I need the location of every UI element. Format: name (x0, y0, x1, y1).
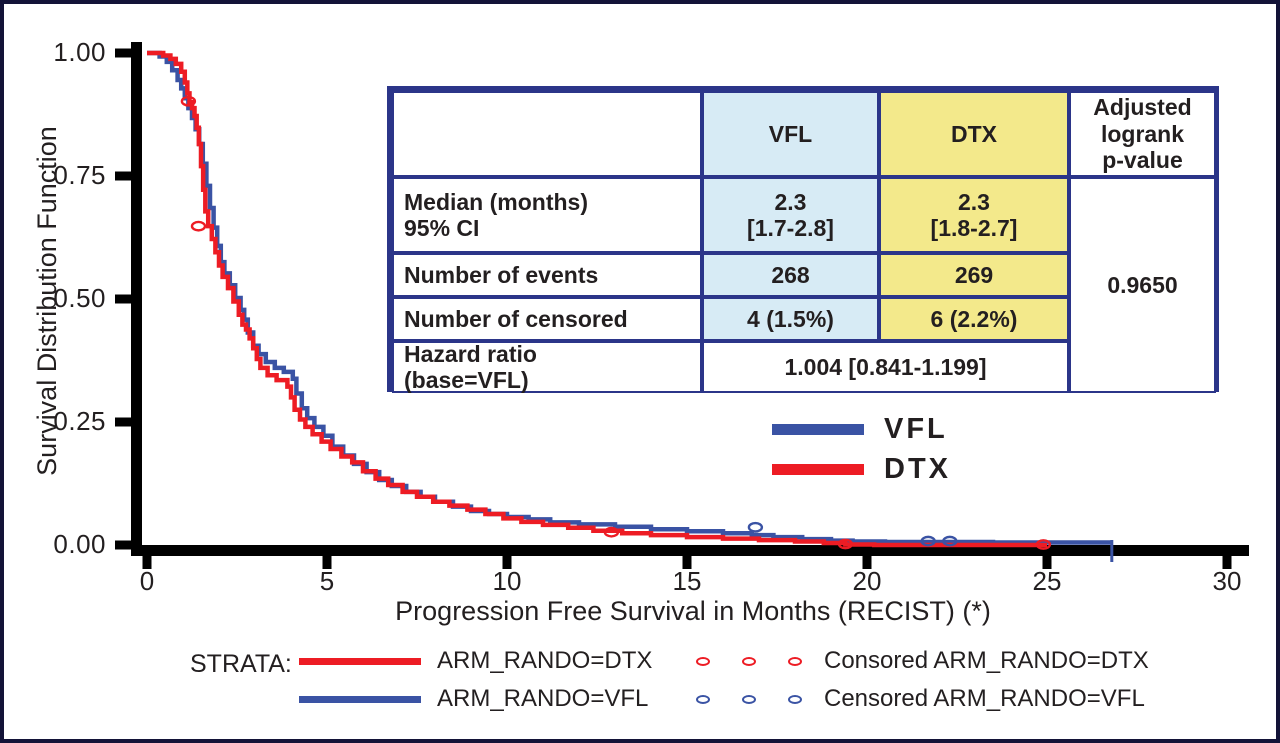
censor-mark-vfl (747, 521, 764, 533)
survival-plot (115, 42, 1249, 569)
table-header-pvalue: Adjusted logrank p-value (1069, 91, 1216, 177)
y-axis-line (131, 42, 142, 556)
censor-mark-dtx (603, 526, 620, 538)
x-tick-label: 25 (1032, 566, 1062, 596)
table-pvalue-value: 0.9650 (1069, 177, 1216, 393)
y-tick-label: 1.00 (53, 37, 106, 67)
y-tick-label: 0.00 (53, 529, 106, 559)
statistics-table: VFL DTX Adjusted logrank p-value Median … (387, 86, 1219, 393)
table-row-hazard-value: 1.004 [0.841-1.199] (702, 341, 1069, 393)
table-row-events-label: Number of events (392, 253, 702, 297)
x-tick-mark (1042, 556, 1052, 569)
x-tick-mark (682, 556, 692, 569)
x-axis-line (131, 545, 1249, 556)
y-axis-tick-labels: 0.00 0.25 0.50 0.75 1.00 (4, 4, 112, 739)
y-tick-label: 0.25 (53, 406, 106, 436)
censored-label-dtx: Consored ARM_RANDO=DTX (824, 647, 1149, 674)
censored-item-vfl: Censored ARM_RANDO=VFL (696, 680, 1149, 718)
strata-label-vfl: ARM_RANDO=VFL (437, 685, 649, 712)
x-tick-label: 5 (319, 566, 335, 596)
table-row-hazard-label: Hazard ratio (base=VFL) (392, 341, 702, 393)
x-tick-mark (1222, 556, 1232, 569)
table-row-median-label: Median (months) 95% CI (392, 177, 702, 253)
y-tick-mark (115, 540, 131, 550)
legend-label-vfl: VFL (884, 412, 948, 445)
table-row-median-dtx: 2.3 [1.8-2.7] (879, 177, 1069, 253)
table-row-censored-vfl: 4 (1.5%) (702, 297, 879, 341)
table-header-vfl: VFL (702, 91, 879, 177)
censored-item-dtx: Consored ARM_RANDO=DTX (696, 642, 1149, 680)
strata-item-vfl: ARM_RANDO=VFL (299, 680, 652, 718)
dtx-censor-marker-icon (696, 656, 802, 666)
dtx-line-swatch (772, 463, 864, 475)
x-tick-label: 30 (1212, 566, 1242, 596)
x-tick-label: 20 (852, 566, 882, 596)
y-tick-mark (115, 417, 131, 427)
x-tick-mark (862, 556, 872, 569)
vfl-censor-marker-icon (696, 694, 802, 704)
legend-item-dtx: DTX (772, 449, 951, 489)
strata-line-legend: ARM_RANDO=DTX ARM_RANDO=VFL (299, 642, 652, 718)
y-axis-title: Survival Distribution Function (32, 126, 62, 476)
censor-mark-dtx (837, 538, 854, 550)
strata-label-dtx: ARM_RANDO=DTX (437, 647, 653, 674)
curve-legend: VFL DTX (772, 409, 951, 489)
x-tick-mark (322, 556, 332, 569)
y-tick-label: 0.75 (53, 160, 106, 190)
censor-mark-dtx (180, 95, 197, 107)
x-axis-title: Progression Free Survival in Months (REC… (395, 596, 991, 626)
x-axis-tick-labels: 0 5 10 15 20 25 30 (4, 566, 1276, 600)
x-tick-label: 0 (139, 566, 155, 596)
legend-item-vfl: VFL (772, 409, 951, 449)
censor-mark-dtx (190, 220, 207, 232)
censored-label-vfl: Censored ARM_RANDO=VFL (824, 685, 1145, 712)
table-header-blank (392, 91, 702, 177)
strata-item-dtx: ARM_RANDO=DTX (299, 642, 652, 680)
y-tick-mark (115, 171, 131, 181)
censor-mark-vfl (942, 535, 958, 547)
strata-title: STRATA: (190, 650, 292, 678)
x-tick-label: 10 (492, 566, 522, 596)
y-tick-mark (115, 48, 131, 58)
x-tick-label: 15 (672, 566, 702, 596)
table-row-censored-label: Number of censored (392, 297, 702, 341)
censor-mark-vfl (920, 535, 936, 547)
strata-censored-legend: Consored ARM_RANDO=DTX Censored ARM_RAND… (696, 642, 1149, 718)
table-row-censored-dtx: 6 (2.2%) (879, 297, 1069, 341)
vfl-strata-line-swatch (299, 695, 421, 703)
vfl-line-swatch (772, 423, 864, 435)
y-tick-mark (115, 294, 131, 304)
table-row-events-dtx: 269 (879, 253, 1069, 297)
censor-mark-dtx (1035, 539, 1052, 550)
survival-curve-dtx (147, 50, 1047, 548)
legend-label-dtx: DTX (884, 452, 951, 485)
x-tick-mark (142, 556, 152, 569)
table-row-median-vfl: 2.3 [1.7-2.8] (702, 177, 879, 253)
x-tick-mark (502, 556, 512, 569)
y-tick-label: 0.50 (53, 283, 106, 313)
dtx-strata-line-swatch (299, 657, 421, 665)
table-row-events-vfl: 268 (702, 253, 879, 297)
table-header-dtx: DTX (879, 91, 1069, 177)
